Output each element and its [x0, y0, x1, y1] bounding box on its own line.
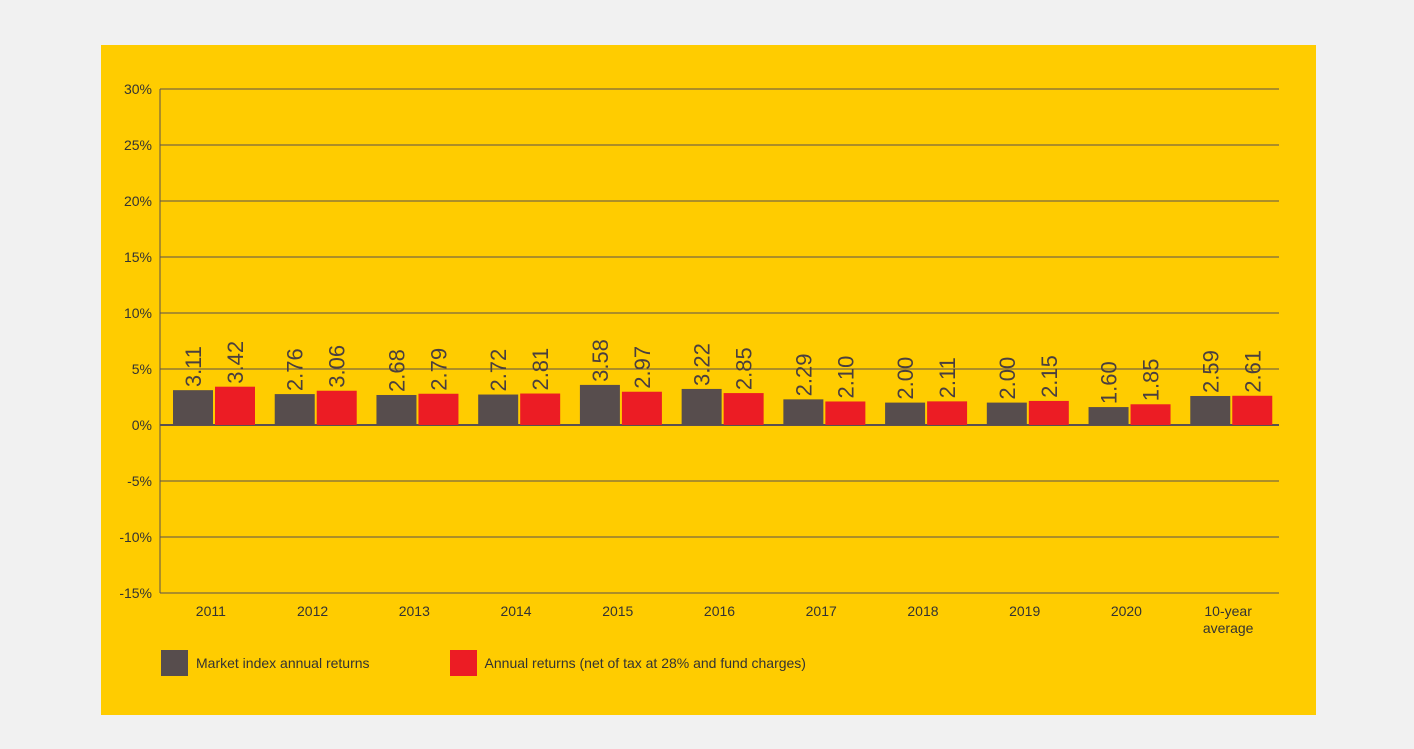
- data-label: 2.11: [935, 357, 960, 398]
- data-label: 2.15: [1037, 355, 1062, 398]
- legend-item-market: Market index annual returns: [161, 650, 370, 676]
- x-tick-label: 2011: [196, 603, 226, 619]
- bar-net: [927, 401, 968, 425]
- x-tick-label: 2019: [1009, 603, 1040, 619]
- bar-net: [1130, 404, 1171, 425]
- data-label: 3.58: [588, 339, 613, 382]
- bar-market: [986, 402, 1027, 425]
- data-label: 2.76: [283, 348, 308, 391]
- bar-market: [885, 402, 926, 425]
- y-tick-label: 5%: [132, 361, 152, 377]
- bar-market: [681, 388, 722, 425]
- legend: Market index annual returns Annual retur…: [161, 650, 886, 676]
- y-tick-label: -5%: [127, 473, 152, 489]
- y-tick-label: 0%: [132, 417, 152, 433]
- x-tick-label: 2012: [297, 603, 328, 619]
- bar-net: [1232, 395, 1273, 425]
- x-tick-label: 2015: [602, 603, 633, 619]
- x-tick-label: 2018: [907, 603, 938, 619]
- legend-swatch-net: [449, 650, 477, 676]
- data-label: 2.10: [833, 356, 858, 399]
- y-tick-label: 20%: [124, 193, 152, 209]
- x-tick-label: 10-year: [1204, 603, 1252, 619]
- x-tick-label: average: [1203, 620, 1254, 636]
- y-tick-label: -15%: [119, 585, 152, 601]
- data-label: 2.00: [893, 357, 918, 400]
- data-label: 2.85: [732, 347, 757, 390]
- data-label: 2.61: [1240, 350, 1265, 393]
- bar-net: [1028, 400, 1069, 425]
- chart-panel: 30% 25% 20% 15% 10% 5% 0% -5% -10% -15% 3.11 3.42 20…: [101, 45, 1316, 715]
- bar-net: [316, 390, 357, 425]
- data-label: 2.81: [528, 348, 553, 391]
- bar-market: [274, 394, 315, 425]
- y-tick-label: 25%: [124, 137, 152, 153]
- data-label: 1.85: [1139, 358, 1164, 401]
- data-label: 3.42: [223, 341, 248, 384]
- bar-market: [1088, 407, 1129, 425]
- data-label: 3.06: [325, 345, 350, 388]
- legend-item-net: Annual returns (net of tax at 28% and fu…: [449, 650, 806, 676]
- y-tick-label: -10%: [119, 529, 152, 545]
- bar-market: [1190, 395, 1231, 425]
- data-label: 2.29: [791, 354, 816, 397]
- y-tick-label: 15%: [124, 249, 152, 265]
- data-label: 3.11: [181, 346, 206, 387]
- y-tick-label: 10%: [124, 305, 152, 321]
- bar-net: [621, 391, 662, 425]
- bar-chart: 30% 25% 20% 15% 10% 5% 0% -5% -10% -15% 3.11 3.42 20…: [119, 81, 1279, 636]
- data-label: 2.72: [486, 349, 511, 392]
- data-label: 2.59: [1198, 350, 1223, 393]
- data-label: 2.00: [995, 357, 1020, 400]
- data-label: 2.68: [384, 349, 409, 392]
- bar-net: [215, 386, 255, 425]
- legend-swatch-market: [161, 650, 188, 676]
- x-tick-label: 2017: [806, 603, 837, 619]
- x-tick-label: 2020: [1111, 603, 1142, 619]
- bar-market: [579, 384, 620, 425]
- bar-market: [783, 399, 824, 425]
- data-label: 3.22: [690, 343, 715, 386]
- y-tick-label: 30%: [124, 81, 152, 97]
- legend-label-net: Annual returns (net of tax at 28% and fu…: [484, 655, 806, 671]
- legend-label-market: Market index annual returns: [196, 655, 370, 671]
- bar-market: [173, 390, 213, 425]
- x-tick-label: 2013: [399, 603, 430, 619]
- bar-market: [478, 394, 519, 425]
- data-label: 1.60: [1097, 361, 1122, 404]
- x-tick-label: 2014: [500, 603, 531, 619]
- bar-net: [723, 393, 764, 425]
- data-label: 2.97: [630, 346, 655, 389]
- bar-net: [825, 401, 866, 425]
- data-label: 2.79: [426, 348, 451, 391]
- bar-market: [376, 394, 417, 425]
- bar-net: [418, 393, 459, 425]
- x-tick-label: 2016: [704, 603, 735, 619]
- bar-net: [520, 393, 561, 425]
